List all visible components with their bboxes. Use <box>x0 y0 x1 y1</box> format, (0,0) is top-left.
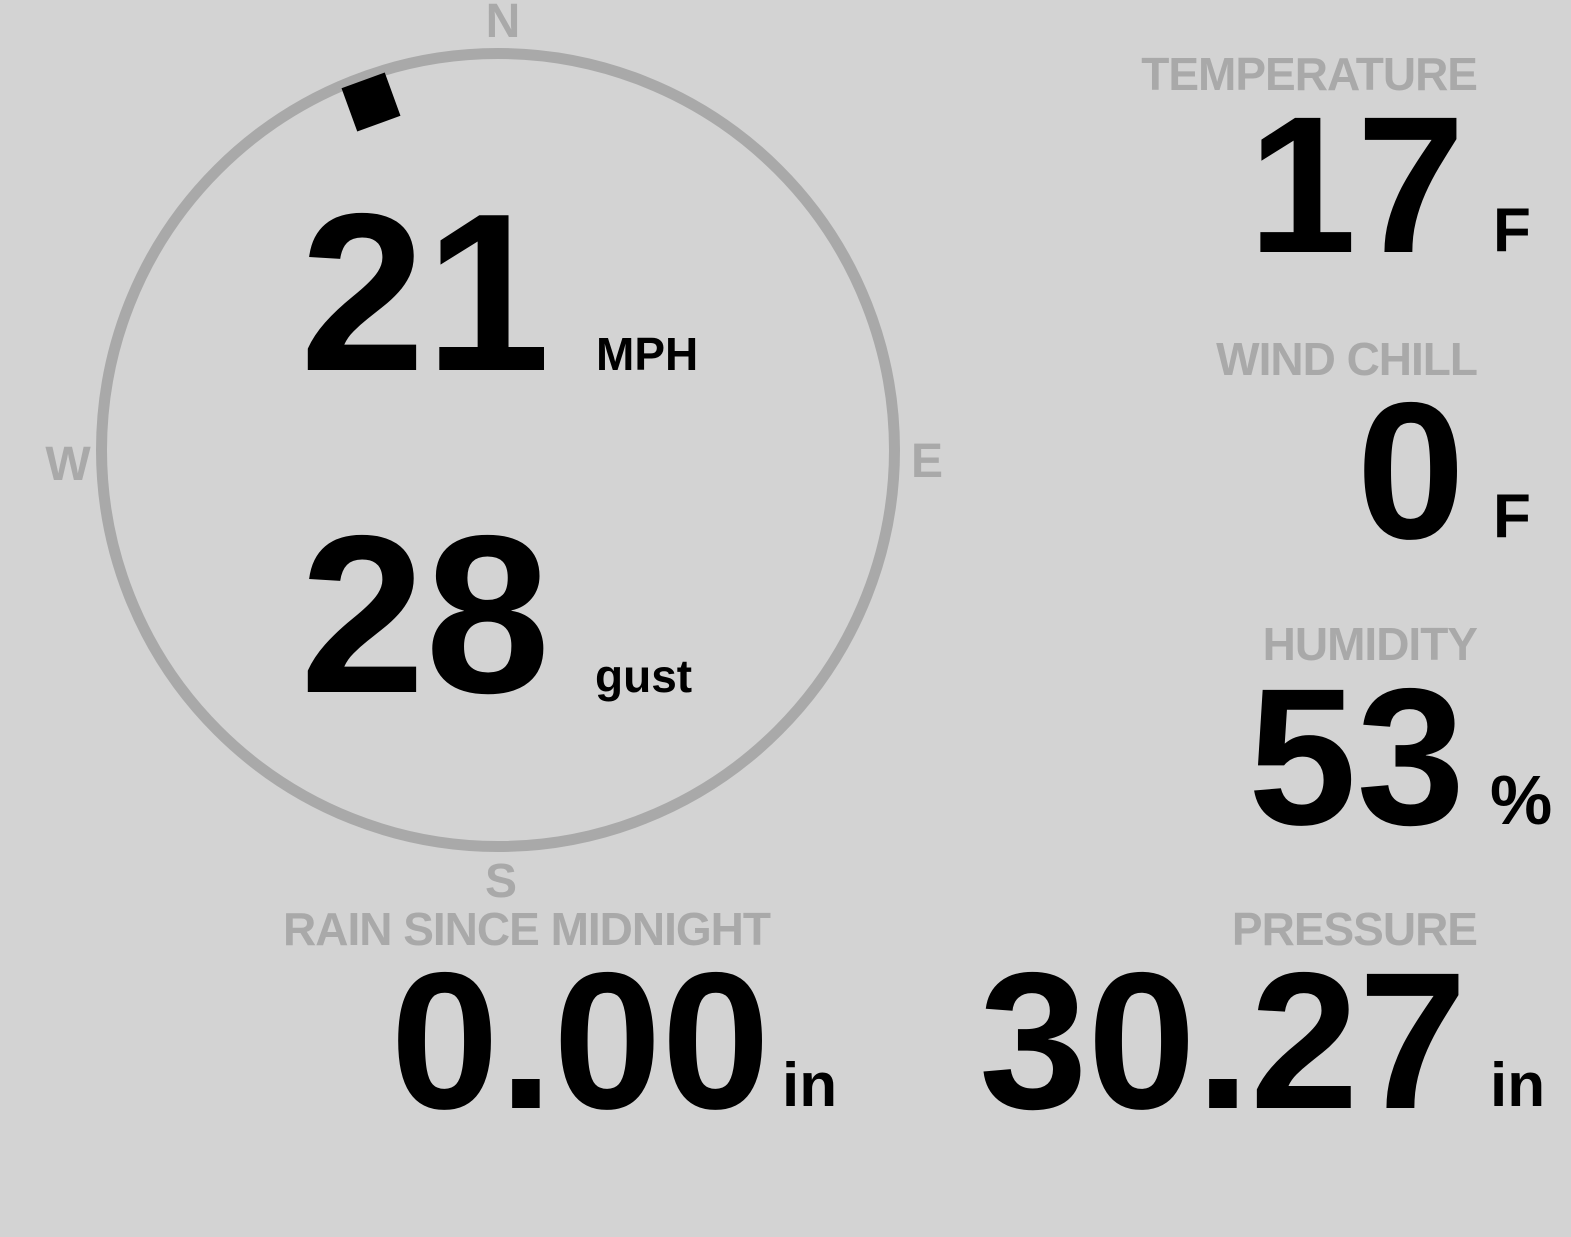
temperature-value: 17 <box>1248 76 1465 294</box>
compass-south-label: S <box>484 855 518 908</box>
compass-west-label: W <box>45 438 91 491</box>
wind-gust-unit: gust <box>595 650 693 702</box>
rain-unit: in <box>782 1051 838 1120</box>
wind-gust-value: 28 <box>300 488 551 740</box>
compass-east-label: E <box>910 435 944 488</box>
compass-north-label: N <box>485 0 521 48</box>
wind-chill-unit: F <box>1493 482 1531 551</box>
rain-label: RAIN SINCE MIDNIGHT <box>283 903 771 955</box>
rain-value: 0.00 <box>390 932 770 1150</box>
pressure-label: PRESSURE <box>1231 903 1478 955</box>
humidity-unit: % <box>1490 761 1553 839</box>
pressure-value: 30.27 <box>979 932 1467 1150</box>
wind-speed-value: 21 <box>300 166 551 418</box>
compass-ring <box>96 48 900 852</box>
wind-chill-label: WIND CHILL <box>1216 333 1478 385</box>
humidity-label: HUMIDITY <box>1262 618 1478 670</box>
wind-chill-value: 0 <box>1356 362 1465 580</box>
humidity-value: 53 <box>1248 648 1465 866</box>
pressure-unit: in <box>1490 1051 1546 1120</box>
temperature-label: TEMPERATURE <box>1141 48 1478 100</box>
wind-speed-unit: MPH <box>596 328 699 380</box>
temperature-unit: F <box>1493 196 1531 265</box>
